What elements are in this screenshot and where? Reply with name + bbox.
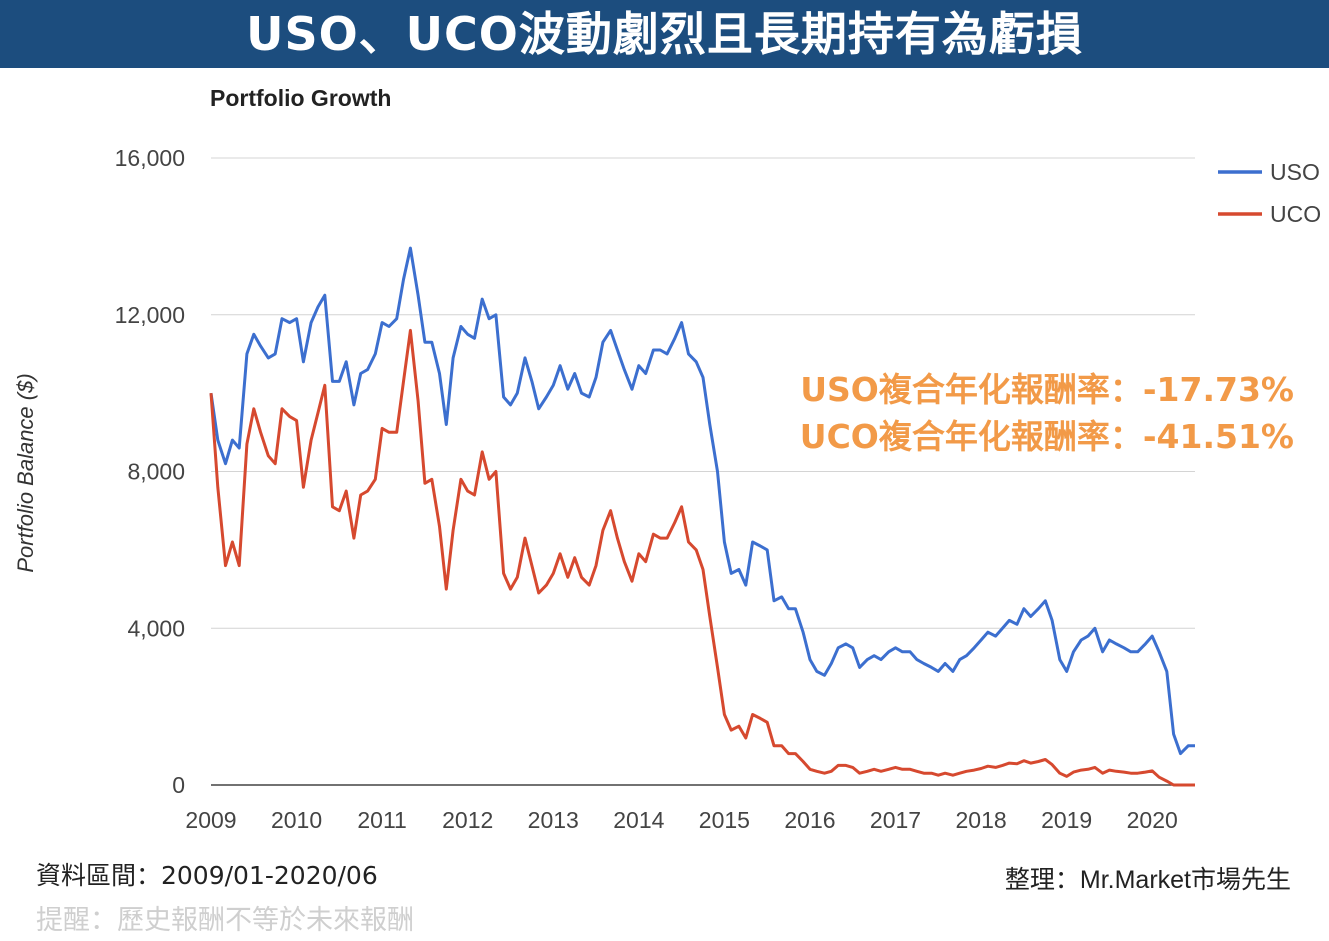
reminder-note: 提醒：歷史報酬不等於未來報酬 <box>36 905 414 936</box>
x-tick-label: 2014 <box>613 807 664 833</box>
x-tick-label: 2016 <box>784 807 835 833</box>
x-tick-label: 2010 <box>271 807 322 833</box>
chart-annotations: USO複合年化報酬率：-17.73% UCO複合年化報酬率：-41.51% <box>800 370 1294 456</box>
y-tick-label: 8,000 <box>127 459 185 485</box>
x-tick-label: 2009 <box>185 807 236 833</box>
chart-title: Portfolio Growth <box>210 85 391 111</box>
date-range-note: 資料區間：2009/01-2020/06 <box>36 861 378 890</box>
y-tick-label: 12,000 <box>115 302 185 328</box>
x-tick-label: 2018 <box>956 807 1007 833</box>
cagr-annotation: USO複合年化報酬率：-17.73% <box>800 370 1294 409</box>
page-title-banner: USO、UCO波動劇烈且長期持有為虧損 <box>0 0 1329 68</box>
chart-legend: USO UCO <box>1218 159 1321 227</box>
x-tick-label: 2015 <box>699 807 750 833</box>
x-tick-label: 2017 <box>870 807 921 833</box>
credit-name: Mr.Market市場先生 <box>1079 866 1291 894</box>
page-title: USO、UCO波動劇烈且長期持有為虧損 <box>246 7 1083 61</box>
portfolio-growth-chart: Portfolio Growth 0 4,000 8,000 12,000 16,000… <box>13 85 1321 833</box>
credit-prefix: 整理： <box>1004 865 1080 894</box>
y-tick-label: 16,000 <box>115 145 185 171</box>
chart-gridlines <box>211 157 1195 786</box>
chart-series-lines <box>209 246 1195 787</box>
x-tick-label: 2020 <box>1127 807 1178 833</box>
y-tick-label: 4,000 <box>127 615 185 641</box>
legend-label-uso: USO <box>1270 159 1320 185</box>
x-tick-label: 2011 <box>357 807 406 833</box>
credit-note: 整理：Mr.Market市場先生 <box>1005 860 1291 896</box>
y-axis-tick-labels: 0 4,000 8,000 12,000 16,000 <box>115 145 185 798</box>
y-axis-label: Portfolio Balance ($) <box>13 373 38 572</box>
x-axis-tick-labels: 2009 2010 2011 2012 2013 2014 2015 2016 2017 2018… <box>185 807 1177 833</box>
cagr-annotation: UCO複合年化報酬率：-41.51% <box>800 417 1294 456</box>
x-tick-label: 2019 <box>1041 807 1092 833</box>
series-line-uso <box>209 246 1195 756</box>
series-line-uco <box>209 328 1195 787</box>
x-tick-label: 2013 <box>528 807 579 833</box>
y-tick-label: 0 <box>172 772 185 798</box>
legend-label-uco: UCO <box>1270 201 1321 227</box>
x-tick-label: 2012 <box>442 807 493 833</box>
